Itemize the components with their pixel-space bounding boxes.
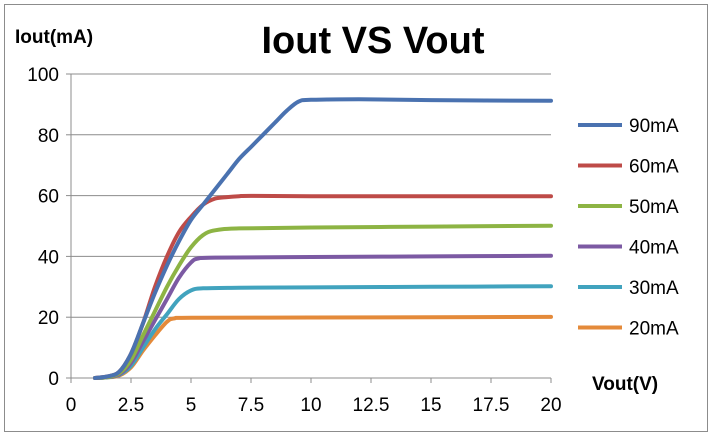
y-tick-label: 20 (38, 308, 59, 329)
x-tick-label: 5 (186, 395, 197, 416)
x-tick-label: 2.5 (118, 395, 144, 416)
legend-label: 90mA (629, 116, 679, 137)
x-tick-label: 17.5 (473, 395, 510, 416)
iout-vout-chart: 0 20 40 60 80 100 0 2.5 5 7.5 10 12.5 15 17.5 20 90mA 6… (15, 20, 679, 416)
x-tick-label: 20 (540, 395, 561, 416)
tick-labels: 0 20 40 60 80 100 0 2.5 5 7.5 10 12.5 15 17.5 20 (27, 65, 561, 416)
axes (66, 73, 552, 383)
chart-container: 0 20 40 60 80 100 0 2.5 5 7.5 10 12.5 15 17.5 20 90mA 6… (4, 4, 708, 432)
legend-label: 50mA (629, 197, 679, 218)
x-tick-label: 12.5 (353, 395, 390, 416)
x-axis-label: Vout(V) (592, 374, 658, 395)
x-tick-label: 0 (66, 395, 77, 416)
legend-label: 60mA (629, 157, 679, 178)
y-tick-label: 80 (38, 126, 59, 147)
legend: 90mA 60mA 50mA 40mA 30mA 20mA (578, 116, 679, 340)
series-lines (93, 97, 553, 380)
y-tick-label: 60 (38, 187, 59, 208)
x-tick-label: 7.5 (238, 395, 264, 416)
y-tick-label: 0 (48, 369, 59, 390)
legend-label: 20mA (629, 319, 679, 340)
chart-title: Iout VS Vout (261, 20, 484, 62)
x-tick-label: 15 (420, 395, 441, 416)
x-tick-label: 10 (300, 395, 321, 416)
legend-label: 40mA (629, 238, 679, 259)
series-line-30mA (93, 284, 553, 380)
y-axis-label: Iout(mA) (15, 27, 93, 48)
series-line-20mA (93, 314, 553, 380)
y-tick-label: 100 (27, 65, 59, 86)
series-line-90mA (93, 97, 553, 380)
legend-label: 30mA (629, 278, 679, 299)
y-tick-label: 40 (38, 247, 59, 268)
